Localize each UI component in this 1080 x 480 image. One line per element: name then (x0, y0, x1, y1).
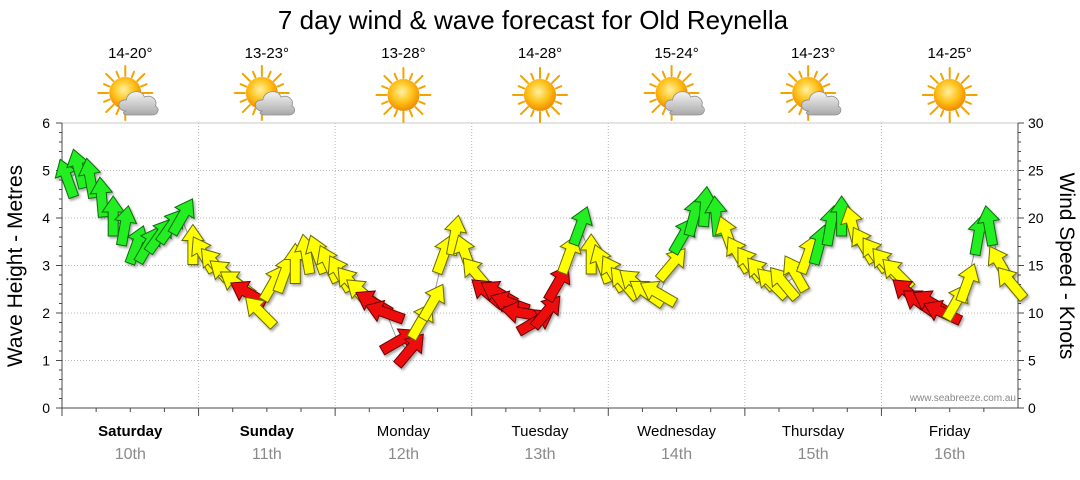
partly-cloudy-icon (233, 65, 296, 121)
x-tick-label-day: Monday (377, 423, 431, 440)
wind-arrow-point (976, 204, 1001, 247)
x-tick-label-day: Saturday (98, 423, 163, 440)
day-forecast-header: 14-20° 13-23° 13-28° 14-28° 15-24° 14-23° 14-2… (97, 45, 978, 123)
sunny-icon (512, 67, 568, 123)
y-tick-label-left: 0 (42, 400, 50, 416)
wind-arrow-point (997, 266, 1029, 303)
day-temperature-range: 14-20° (108, 45, 152, 62)
wind-arrow-point (443, 214, 468, 257)
y-tick-label-right: 30 (1028, 115, 1044, 131)
wind-arrow-point (167, 198, 195, 237)
y-tick-label-right: 20 (1028, 210, 1044, 226)
x-tick-label-date: 12th (388, 446, 419, 463)
wind-arrow-point (955, 262, 980, 304)
partly-cloudy-icon (780, 65, 842, 121)
day-temperature-range: 13-28° (381, 45, 425, 62)
x-tick-label-date: 13th (524, 446, 555, 463)
wind-arrow-point (245, 296, 279, 330)
y-tick-label-left: 4 (42, 210, 50, 226)
day-temperature-range: 15-24° (654, 45, 698, 62)
wind-arrow-layer (54, 148, 1029, 369)
axis-layer: 0 1 2 3 4 5 6 0 5 10 15 20 25 30 Saturday 10th Sunday 11t… (42, 115, 1044, 463)
wind-arrow-point (417, 283, 445, 323)
y-tick-label-left: 2 (42, 305, 50, 321)
chart-title: 7 day wind & wave forecast for Old Reyne… (278, 5, 789, 35)
x-tick-label-date: 10th (115, 446, 146, 463)
wind-arrow-point (529, 295, 561, 331)
sunny-icon (375, 67, 432, 123)
y-tick-label-left: 3 (42, 258, 50, 274)
wind-arrow-point (543, 264, 571, 304)
wind-arrow-point (113, 204, 138, 247)
wind-arrow-point (364, 299, 406, 325)
day-temperature-range: 14-25° (928, 45, 972, 62)
x-tick-label-date: 14th (661, 446, 692, 463)
y-tick-label-right: 25 (1028, 163, 1044, 179)
y-tick-label-right: 10 (1028, 305, 1044, 321)
x-tick-label-day: Sunday (240, 423, 295, 440)
x-tick-label-day: Tuesday (512, 423, 569, 440)
x-tick-label-date: 16th (934, 446, 965, 463)
watermark: www.seabreeze.com.au (909, 393, 1016, 404)
y-tick-label-left: 6 (42, 115, 50, 131)
wind-arrow-point (769, 266, 801, 303)
day-temperature-range: 14-23° (791, 45, 835, 62)
wind-arrow-point (923, 299, 964, 326)
day-temperature-range: 14-28° (518, 45, 562, 62)
wind-arrow-point (392, 333, 424, 369)
x-tick-label-date: 11th (252, 446, 282, 463)
wind-arrow-point (639, 280, 679, 309)
sunny-icon (921, 67, 978, 123)
y-tick-label-left: 5 (42, 163, 50, 179)
y-tick-label-left: 1 (42, 353, 50, 369)
y-axis-right-label: Wind Speed - Knots (1055, 173, 1078, 360)
x-tick-label-day: Wednesday (637, 423, 716, 440)
x-tick-label-date: 15th (798, 446, 829, 463)
partly-cloudy-icon (643, 65, 705, 121)
wind-arrow-point (654, 247, 686, 284)
y-tick-label-right: 0 (1028, 400, 1036, 416)
x-tick-label-day: Friday (929, 423, 971, 440)
day-temperature-range: 13-23° (245, 45, 289, 62)
partly-cloudy-icon (97, 65, 159, 121)
y-tick-label-right: 15 (1028, 258, 1044, 274)
y-axis-left-label: Wave Height - Metres (4, 165, 27, 367)
wind-arrow-point (568, 205, 593, 247)
x-tick-label-day: Thursday (782, 423, 845, 440)
y-tick-label-right: 5 (1028, 353, 1036, 369)
